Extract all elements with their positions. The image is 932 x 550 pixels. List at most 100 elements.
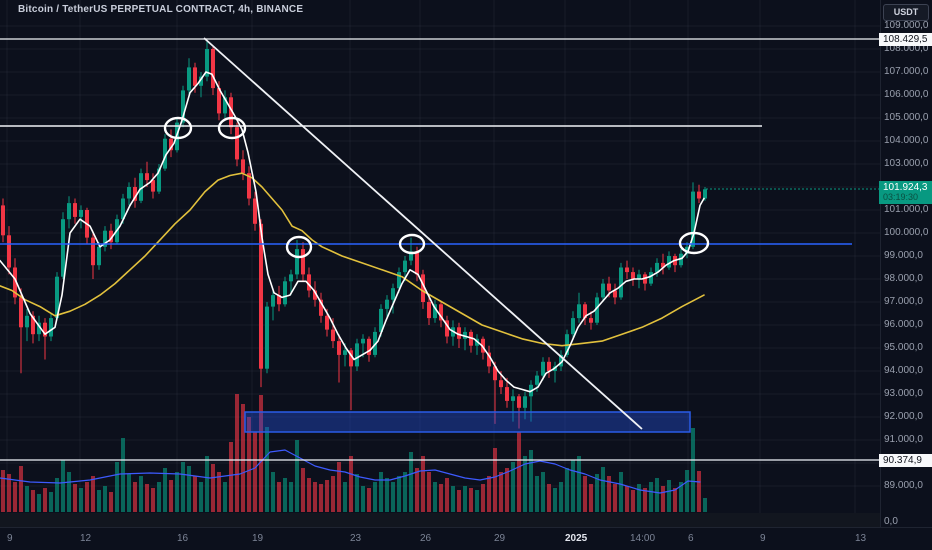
volume-bar <box>463 486 467 512</box>
candle-body <box>541 361 545 376</box>
volume-bar <box>25 486 29 512</box>
volume-pane-gutter <box>0 513 880 527</box>
candle-body <box>517 396 521 408</box>
volume-bar <box>37 494 41 512</box>
candle-body <box>535 375 539 385</box>
candle-body <box>487 352 491 367</box>
volume-bar <box>607 476 611 512</box>
volume-bar <box>397 476 401 512</box>
volume-bar <box>577 456 581 512</box>
candle-body <box>127 187 131 199</box>
candle-body <box>643 274 647 284</box>
candle-body <box>439 304 443 321</box>
candle-body <box>619 267 623 298</box>
volume-bar <box>337 462 341 512</box>
volume-bar <box>313 482 317 512</box>
support-zone-rectangle[interactable] <box>244 411 691 433</box>
volume-bar <box>697 471 701 512</box>
candle-body <box>97 246 101 266</box>
volume-bar <box>565 468 569 512</box>
candle-body <box>241 159 245 174</box>
candle-body <box>415 251 419 275</box>
volume-bar <box>181 462 185 512</box>
candle-body <box>205 49 209 77</box>
candle-body <box>427 302 431 319</box>
candle-body <box>559 354 563 367</box>
volume-bar <box>457 490 461 512</box>
candle-body <box>409 251 413 261</box>
ellipse-annotation[interactable] <box>678 231 710 255</box>
ellipse-annotation[interactable] <box>398 233 426 255</box>
ellipse-annotation[interactable] <box>285 235 313 259</box>
candle-body <box>385 299 389 309</box>
price-badge-lower-line: 90.374,9 <box>879 454 932 467</box>
volume-bar <box>19 466 23 512</box>
ellipse-annotation[interactable] <box>163 116 193 140</box>
candle-body <box>571 318 575 335</box>
candle-body <box>697 191 701 199</box>
volume-bar <box>133 482 137 512</box>
volume-bar <box>121 438 125 512</box>
price-axis-label: 104.000,0 <box>884 135 929 146</box>
candle-body <box>7 235 11 268</box>
volume-bar <box>529 450 533 512</box>
candle-body <box>133 187 137 201</box>
ellipse-annotation[interactable] <box>217 116 247 140</box>
volume-bar <box>667 480 671 512</box>
volume-bar <box>541 472 545 512</box>
volume-bar <box>13 482 17 512</box>
candle-body <box>421 274 425 302</box>
volume-bar <box>475 490 479 512</box>
time-axis-label: 23 <box>350 533 362 544</box>
candle-body <box>589 318 593 323</box>
volume-bar <box>559 482 563 512</box>
volume-bar <box>67 472 71 512</box>
volume-bar <box>589 484 593 512</box>
candle-body <box>145 173 149 181</box>
volume-bar <box>163 468 167 512</box>
volume-bar <box>631 490 635 512</box>
candle-body <box>433 304 437 319</box>
candle-body <box>25 315 29 328</box>
candle-body <box>139 173 143 201</box>
candle-body <box>169 138 173 151</box>
candle-body <box>667 256 671 268</box>
candle-body <box>625 267 629 273</box>
candle-body <box>649 272 653 284</box>
price-axis-label: 99.000,0 <box>884 250 923 261</box>
candle-body <box>583 304 587 319</box>
descending-trendline[interactable] <box>203 37 643 430</box>
time-axis-separator <box>0 527 932 528</box>
candle-body <box>193 67 197 86</box>
volume-bar <box>691 428 695 512</box>
candle-body <box>703 189 707 199</box>
volume-bar <box>157 482 161 512</box>
time-axis-label: 19 <box>252 533 264 544</box>
candle-body <box>253 198 257 224</box>
volume-bar <box>91 476 95 512</box>
volume-bar <box>169 480 173 512</box>
candle-body <box>217 88 221 114</box>
price-axis-label: 95.000,0 <box>884 342 923 353</box>
currency-unit-button[interactable]: USDT <box>883 4 929 21</box>
time-axis-label: 29 <box>494 533 506 544</box>
volume-bar <box>373 482 377 512</box>
price-axis-label: 108.000,0 <box>884 43 929 54</box>
candle-body <box>157 168 161 192</box>
volume-bar <box>187 466 191 512</box>
volume-bar <box>421 456 425 512</box>
volume-bar <box>85 482 89 512</box>
volume-bar <box>49 492 53 512</box>
volume-bar <box>571 460 575 512</box>
volume-bar <box>487 476 491 512</box>
candle-body <box>19 297 23 328</box>
candle-body <box>661 262 665 268</box>
volume-bar <box>361 486 365 512</box>
volume-bar <box>523 456 527 512</box>
volume-bar <box>547 484 551 512</box>
volume-bar <box>679 482 683 512</box>
candle-body <box>289 274 293 282</box>
candle-body <box>463 331 467 339</box>
